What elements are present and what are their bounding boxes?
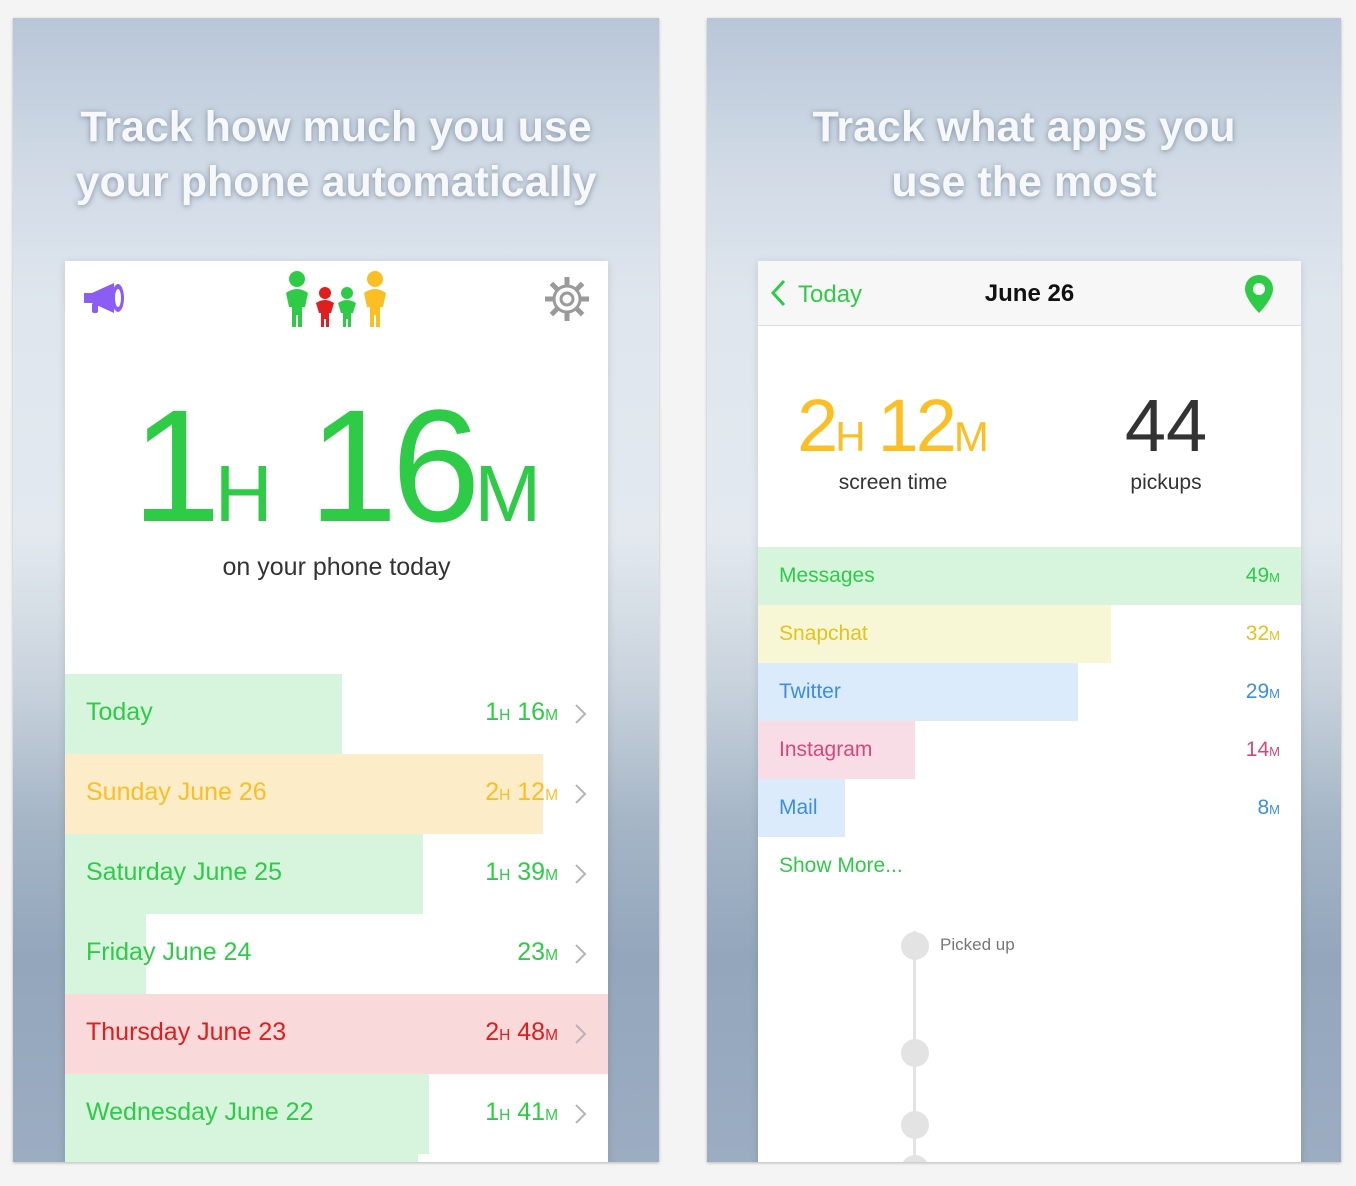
timeline-picked-up-label: Picked up: [940, 935, 1015, 954]
total-minutes: 16: [308, 376, 481, 555]
screenshot-card-right: Track what apps you use the most Today J…: [707, 18, 1341, 1162]
chevron-right-icon: [575, 944, 587, 964]
pickups-value: 44: [1124, 384, 1208, 467]
screen-time-minutes: 12: [877, 384, 957, 467]
chevron-right-icon: [575, 864, 587, 884]
nav-bar: Today June 26: [758, 261, 1301, 326]
chevron-right-icon: [575, 784, 587, 804]
timeline-dot: [901, 1155, 929, 1162]
day-duration: 1H 39M: [485, 858, 558, 886]
app-duration: 8M: [1257, 796, 1280, 819]
chevron-left-icon[interactable]: [770, 279, 786, 307]
nav-title: June 26: [984, 280, 1075, 307]
app-name: Instagram: [779, 738, 873, 761]
right-tagline-line1: Track what apps you: [812, 103, 1236, 151]
day-row[interactable]: Sunday June 26 2H 12M: [65, 754, 608, 834]
screen-time-value: 2H 12M: [788, 383, 998, 468]
app-row[interactable]: Mail 8M: [758, 779, 1301, 837]
app-row[interactable]: Messages 49M: [758, 547, 1301, 605]
app-duration: 14M: [1245, 738, 1280, 761]
app-duration: 29M: [1245, 680, 1280, 703]
app-row[interactable]: Instagram 14M: [758, 721, 1301, 779]
timeline-dot: [901, 1039, 929, 1067]
app-name: Mail: [779, 796, 818, 819]
left-phone-screen: 1H 16M on your phone today Today 1H 16M Sun…: [65, 261, 608, 1162]
day-usage-bar: [65, 754, 543, 834]
left-tagline: Track how much you use your phone automa…: [13, 100, 659, 210]
app-duration: 49M: [1245, 564, 1280, 587]
app-row[interactable]: Snapchat 32M: [758, 605, 1301, 663]
day-usage-bar: [65, 914, 146, 994]
app-usage-bar: [758, 779, 845, 837]
app-usage-bar: [758, 605, 1111, 663]
app-row[interactable]: Twitter 29M: [758, 663, 1301, 721]
day-duration: 2H 48M: [485, 1018, 558, 1046]
total-time-subtitle: on your phone today: [222, 553, 451, 581]
day-row[interactable]: Today 1H 16M: [65, 674, 608, 754]
day-label: Wednesday June 22: [86, 1098, 314, 1126]
chevron-right-icon: [575, 704, 587, 724]
timeline-dot: [901, 932, 929, 960]
day-row[interactable]: Saturday June 25 1H 39M: [65, 834, 608, 914]
chevron-right-icon: [575, 1024, 587, 1044]
right-phone-screen: Today June 26 2H 12M screen time 44 picku…: [758, 261, 1301, 1162]
megaphone-icon[interactable]: [80, 281, 130, 315]
gear-icon[interactable]: [542, 274, 592, 324]
left-tagline-line1: Track how much you use: [80, 103, 592, 151]
app-usage-bar: [758, 547, 1301, 605]
left-tagline-line2: your phone automatically: [75, 158, 597, 206]
show-more-link[interactable]: Show More...: [779, 854, 903, 877]
map-pin-icon[interactable]: [1242, 273, 1276, 315]
right-tagline: Track what apps you use the most: [707, 100, 1341, 210]
screen-time-label: screen time: [838, 471, 948, 494]
day-row: [65, 1154, 608, 1162]
total-hours: 1: [131, 376, 221, 555]
day-usage-bar: [65, 674, 342, 754]
app-duration: 32M: [1245, 622, 1280, 645]
day-label: Friday June 24: [86, 938, 252, 966]
pickups-label: pickups: [1130, 471, 1202, 494]
day-usage-bar: [65, 834, 423, 914]
back-button[interactable]: Today: [798, 281, 863, 308]
day-usage-bar: [65, 1074, 429, 1154]
day-label: Today: [86, 698, 153, 726]
total-hours-unit: H: [214, 449, 273, 538]
day-usage-bar: [65, 1154, 418, 1162]
day-duration: 2H 12M: [485, 778, 558, 806]
day-label: Thursday June 23: [86, 1018, 287, 1046]
day-duration: 1H 41M: [485, 1098, 558, 1126]
family-icon: [286, 271, 386, 327]
screenshot-card-left: Track how much you use your phone automa…: [13, 18, 659, 1162]
total-minutes-unit: M: [474, 449, 542, 538]
total-time-today: 1H 16M: [65, 386, 608, 592]
screen-time-hours-unit: H: [835, 413, 866, 460]
app-name: Messages: [779, 564, 875, 587]
day-row[interactable]: Thursday June 23 2H 48M: [65, 994, 608, 1074]
chevron-right-icon: [575, 1104, 587, 1124]
screen-time-hours: 2: [797, 384, 838, 467]
timeline-dot: [901, 1111, 929, 1139]
app-name: Snapchat: [779, 622, 868, 645]
day-row[interactable]: Wednesday June 22 1H 41M: [65, 1074, 608, 1154]
day-duration: 1H 16M: [485, 698, 558, 726]
day-label: Saturday June 25: [86, 858, 282, 886]
day-duration: 23M: [517, 938, 558, 966]
app-name: Twitter: [779, 680, 841, 703]
day-label: Sunday June 26: [86, 778, 267, 806]
app-usage-bar: [758, 721, 915, 779]
day-usage-bar: [65, 994, 608, 1074]
screen-time-minutes-unit: M: [953, 413, 989, 460]
app-usage-bar: [758, 663, 1078, 721]
day-row[interactable]: Friday June 24 23M: [65, 914, 608, 994]
right-tagline-line2: use the most: [891, 158, 1157, 206]
